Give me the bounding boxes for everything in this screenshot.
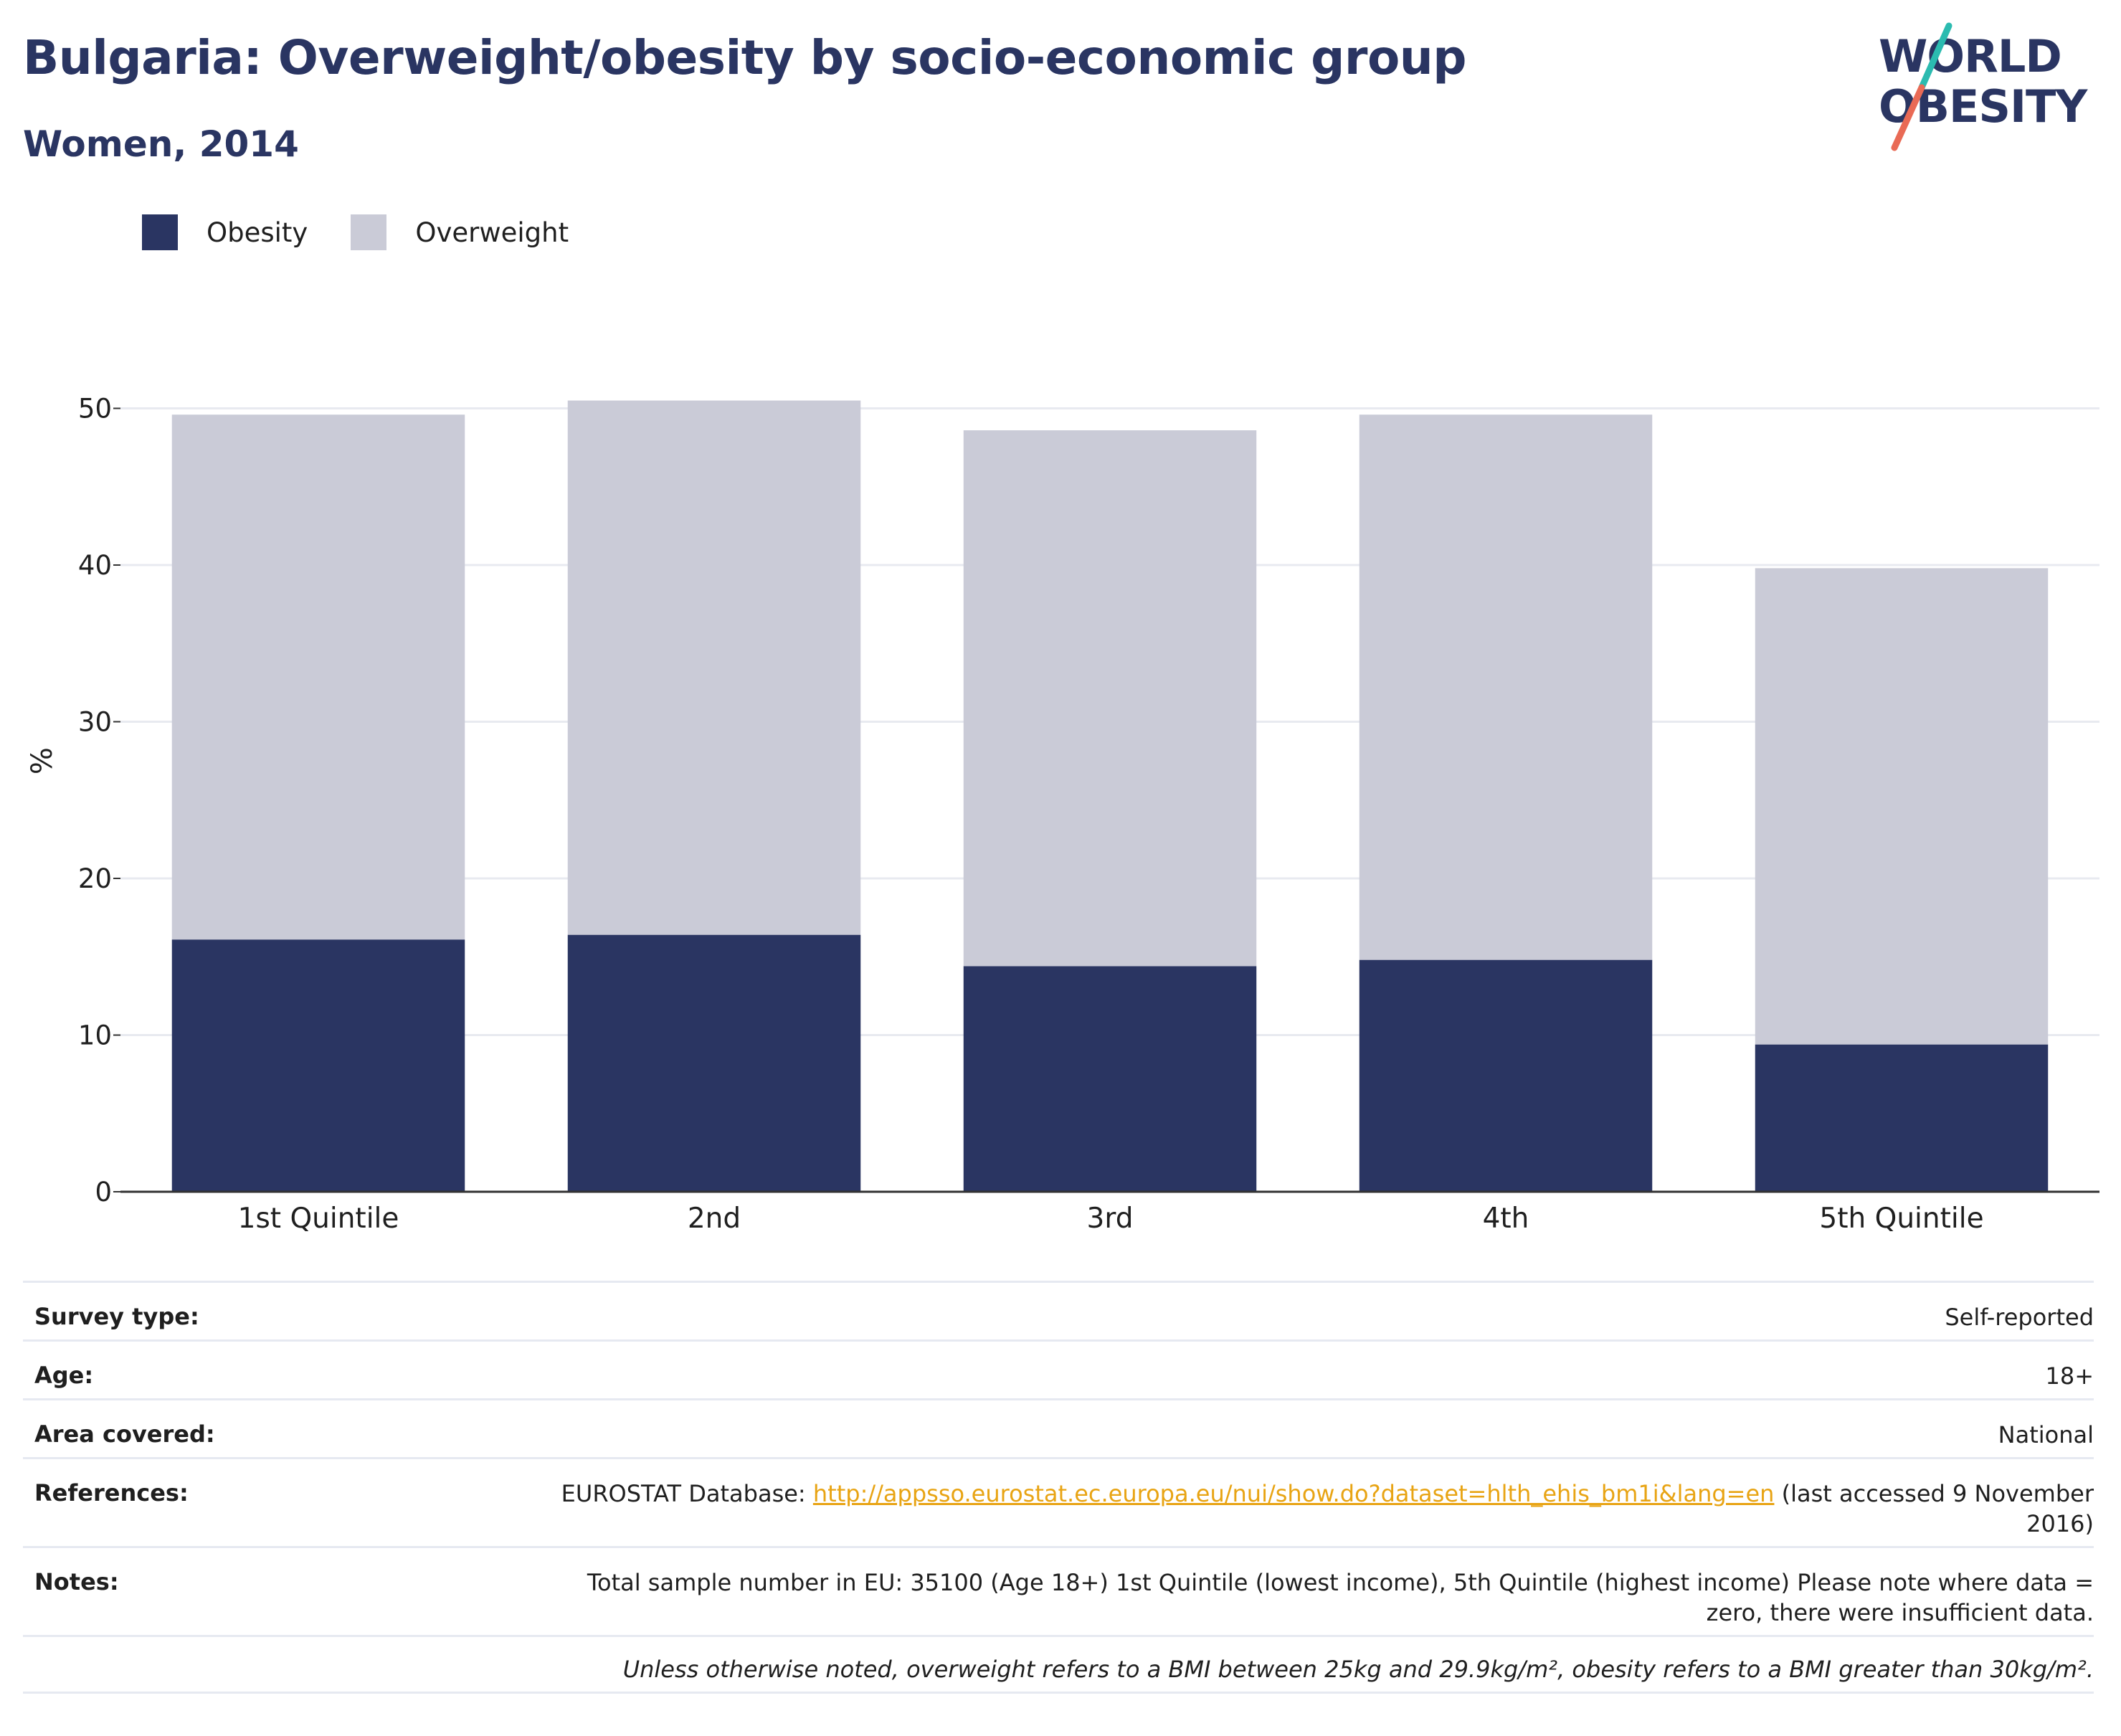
logo-text-world: WORLD <box>1879 30 2061 82</box>
info-label-survey-type: Survey type: <box>34 1303 199 1330</box>
legend-label-overweight: Overweight <box>415 217 569 248</box>
bar-overweight-1 <box>171 414 465 940</box>
x-tick-label-4: 4th <box>1483 1203 1529 1235</box>
bar-obesity-1 <box>171 939 465 1192</box>
bmi-footnote: Unless otherwise noted, overweight refer… <box>622 1656 2094 1683</box>
info-row-references: References: EUROSTAT Database: http://ap… <box>23 1457 2094 1546</box>
info-row-survey-type: Survey type: Self-reported <box>23 1281 2094 1339</box>
footnote-row: Unless otherwise noted, overweight refer… <box>23 1635 2094 1694</box>
x-tick-label-5: 5th Quintile <box>1819 1203 1983 1235</box>
x-tick-label-1: 1st Quintile <box>238 1203 399 1235</box>
y-tick-label-30: 30 <box>78 707 112 738</box>
bar-overweight-5 <box>1755 568 2049 1045</box>
logo-slash-top <box>1918 22 1952 91</box>
x-tick-label-2: 2nd <box>688 1203 741 1235</box>
info-label-age: Age: <box>34 1362 94 1389</box>
legend-item-obesity[interactable]: Obesity <box>142 214 308 250</box>
logo-slash-bottom <box>1891 84 1925 151</box>
legend-item-overweight[interactable]: Overweight <box>351 214 569 250</box>
chart-legend: Obesity Overweight <box>142 212 612 252</box>
y-axis-label: % <box>26 747 59 774</box>
bar-overweight-4 <box>1359 414 1653 960</box>
y-tick-label-50: 50 <box>78 394 112 424</box>
page-title: Bulgaria: Overweight/obesity by socio-ec… <box>23 30 1467 85</box>
info-value-survey-type: Self-reported <box>1945 1304 2094 1331</box>
stacked-bar-chart: 0 10 20 30 40 50% 1st Quintile 2nd 3rd 4th 5th Qui… <box>26 394 2099 1235</box>
info-label-references: References: <box>34 1479 189 1507</box>
y-tick-label-20: 20 <box>78 863 112 894</box>
info-label-notes: Notes: <box>34 1568 119 1595</box>
info-label-area-covered: Area covered: <box>34 1420 215 1448</box>
info-value-notes: Total sample number in EU: 35100 (Age 18… <box>587 1569 2094 1626</box>
bar-obesity-5 <box>1755 1044 2049 1192</box>
info-value-area-covered: National <box>1998 1421 2094 1448</box>
info-row-notes: Notes: Total sample number in EU: 35100 … <box>23 1546 2094 1635</box>
bar-overweight-3 <box>963 430 1257 967</box>
page-subtitle: Women, 2014 <box>23 123 299 165</box>
bar-obesity-3 <box>963 966 1257 1192</box>
legend-label-obesity: Obesity <box>207 217 308 248</box>
bar-obesity-2 <box>567 934 861 1192</box>
bar-overweight-2 <box>567 400 861 935</box>
bar-obesity-4 <box>1359 959 1653 1192</box>
references-suffix: (last accessed 9 November 2016) <box>1774 1480 2094 1537</box>
info-row-area-covered: Area covered: National <box>23 1398 2094 1457</box>
y-tick-label-0: 0 <box>95 1177 112 1208</box>
info-table: Survey type: Self-reported Age: 18+ Area… <box>23 1281 2094 1694</box>
y-tick-label-40: 40 <box>78 550 112 581</box>
info-value-references: EUROSTAT Database: http://appsso.eurosta… <box>552 1479 2094 1539</box>
x-tick-label-3: 3rd <box>1087 1203 1134 1235</box>
world-obesity-logo: WORLD OBESITY <box>1879 22 2089 151</box>
legend-swatch-overweight <box>351 214 387 250</box>
legend-swatch-obesity <box>142 214 178 250</box>
references-prefix: EUROSTAT Database: <box>561 1480 813 1507</box>
info-row-age: Age: 18+ <box>23 1339 2094 1398</box>
info-value-age: 18+ <box>2045 1362 2094 1390</box>
eurostat-link[interactable]: http://appsso.eurostat.ec.europa.eu/nui/… <box>812 1480 1775 1507</box>
y-tick-label-10: 10 <box>78 1020 112 1051</box>
